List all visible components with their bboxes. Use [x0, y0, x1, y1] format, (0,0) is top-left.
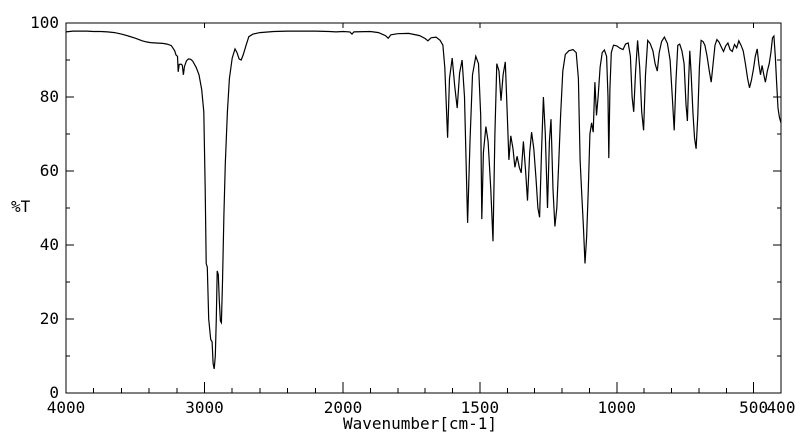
x-axis-title: Wavenumber[cm-1] [342, 414, 498, 433]
y-tick-label: 0 [49, 383, 59, 402]
y-tick-label: 40 [40, 235, 59, 254]
x-tick-label: 1000 [597, 398, 636, 417]
y-tick-label: 60 [40, 161, 59, 180]
y-tick-label: 100 [30, 13, 59, 32]
x-tick-label: 400 [767, 398, 796, 417]
y-axis-title: %T [11, 197, 31, 216]
y-tick-label: 80 [40, 87, 59, 106]
x-tick-label: 4000 [47, 398, 86, 417]
x-tick-label: 2000 [324, 398, 363, 417]
x-tick-label: 3000 [185, 398, 224, 417]
x-tick-label: 1500 [461, 398, 500, 417]
plot-frame [65, 22, 782, 394]
spectrum-curve [65, 30, 782, 370]
y-tick-label: 20 [40, 309, 59, 328]
x-tick-label: 500 [739, 398, 768, 417]
